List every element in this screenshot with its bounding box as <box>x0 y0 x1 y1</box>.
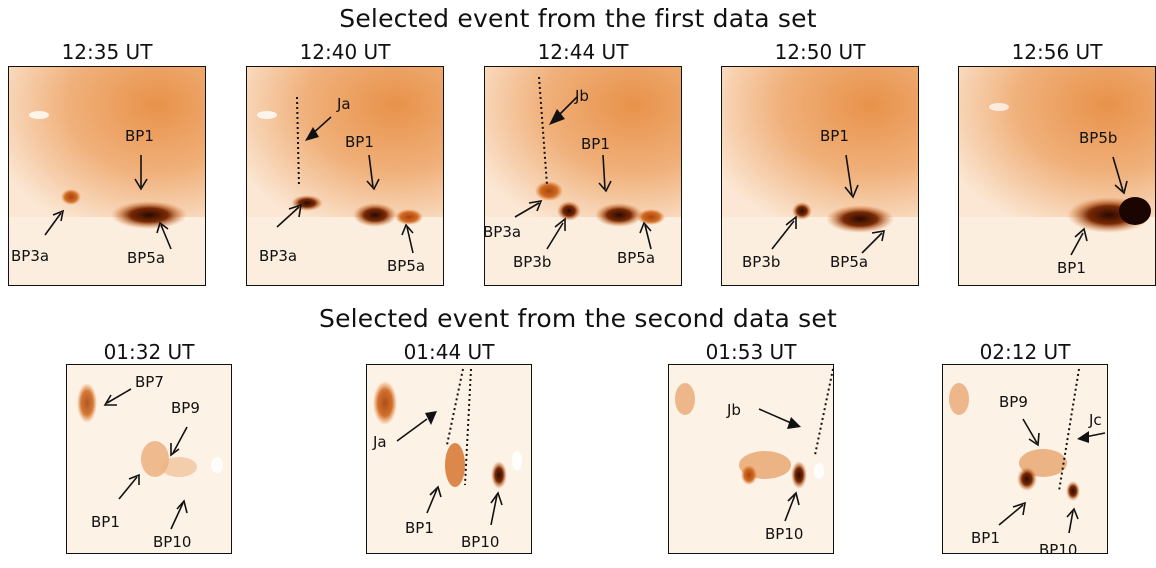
label-bp5a: BP5a <box>830 253 869 271</box>
label-bp9: BP9 <box>999 393 1028 411</box>
label-bp10: BP10 <box>461 533 500 551</box>
label-bp10: BP10 <box>765 525 804 543</box>
panel-0212-image <box>943 365 1107 553</box>
panel-1256-image <box>959 67 1155 285</box>
panel2-time: 12:40 UT <box>299 40 391 64</box>
panel-1256: BP5b BP1 <box>958 66 1156 286</box>
label-jc: Jc <box>1089 411 1102 429</box>
label-bp10: BP10 <box>153 533 192 551</box>
panel-1240: Ja BP1 BP3a BP5a <box>246 66 444 286</box>
panel-0153-image <box>669 365 833 553</box>
panel-1235: BP1 BP3a BP5a <box>8 66 206 286</box>
panel-1244-image <box>485 67 681 285</box>
panel-0132: BP7 BP9 BP1 BP10 <box>66 364 232 554</box>
panel-0153: Jb BP10 <box>668 364 834 554</box>
label-ja: Ja <box>337 95 351 113</box>
panel1-time: 12:35 UT <box>61 40 153 64</box>
label-bp3b: BP3b <box>513 253 552 271</box>
label-jb: Jb <box>727 401 741 419</box>
row1-title: Selected event from the first data set <box>339 4 817 33</box>
panel8-time: 01:53 UT <box>705 340 797 364</box>
label-bp1: BP1 <box>125 127 154 145</box>
panel-1240-image <box>247 67 443 285</box>
panel-1250: BP1 BP3b BP5a <box>721 66 919 286</box>
panel4-time: 12:50 UT <box>774 40 866 64</box>
row2-title: Selected event from the second data set <box>319 304 837 333</box>
label-bp1: BP1 <box>345 133 374 151</box>
panel-1235-image <box>9 67 205 285</box>
label-bp7: BP7 <box>135 373 164 391</box>
panel9-time: 02:12 UT <box>979 340 1071 364</box>
label-bp1: BP1 <box>581 135 610 153</box>
label-ja: Ja <box>373 433 387 451</box>
label-bp1: BP1 <box>971 529 1000 547</box>
label-bp1: BP1 <box>1057 259 1086 277</box>
label-bp1: BP1 <box>405 519 434 537</box>
label-bp5a: BP5a <box>617 249 656 267</box>
label-bp5a: BP5a <box>127 249 166 267</box>
label-bp9: BP9 <box>171 399 200 417</box>
panel-1244: Jb BP1 BP3a BP3b BP5a <box>484 66 682 286</box>
label-bp3a: BP3a <box>11 247 50 265</box>
panel-1250-image <box>722 67 918 285</box>
label-bp3a: BP3a <box>259 247 298 265</box>
panel-0212: BP9 Jc BP1 BP10 <box>942 364 1108 554</box>
label-bp10: BP10 <box>1039 541 1078 554</box>
label-bp1: BP1 <box>820 127 849 145</box>
panel-0132-image <box>67 365 231 553</box>
panel3-time: 12:44 UT <box>537 40 629 64</box>
panel-0144: Ja BP1 BP10 <box>366 364 532 554</box>
panel5-time: 12:56 UT <box>1011 40 1103 64</box>
label-bp5a: BP5a <box>387 257 426 275</box>
panel-0144-image <box>367 365 531 553</box>
label-bp3a: BP3a <box>484 223 522 241</box>
label-bp1: BP1 <box>91 513 120 531</box>
panel7-time: 01:44 UT <box>403 340 495 364</box>
label-bp3b: BP3b <box>742 253 781 271</box>
label-jb: Jb <box>575 87 589 105</box>
label-bp5b: BP5b <box>1079 129 1118 147</box>
panel6-time: 01:32 UT <box>103 340 195 364</box>
